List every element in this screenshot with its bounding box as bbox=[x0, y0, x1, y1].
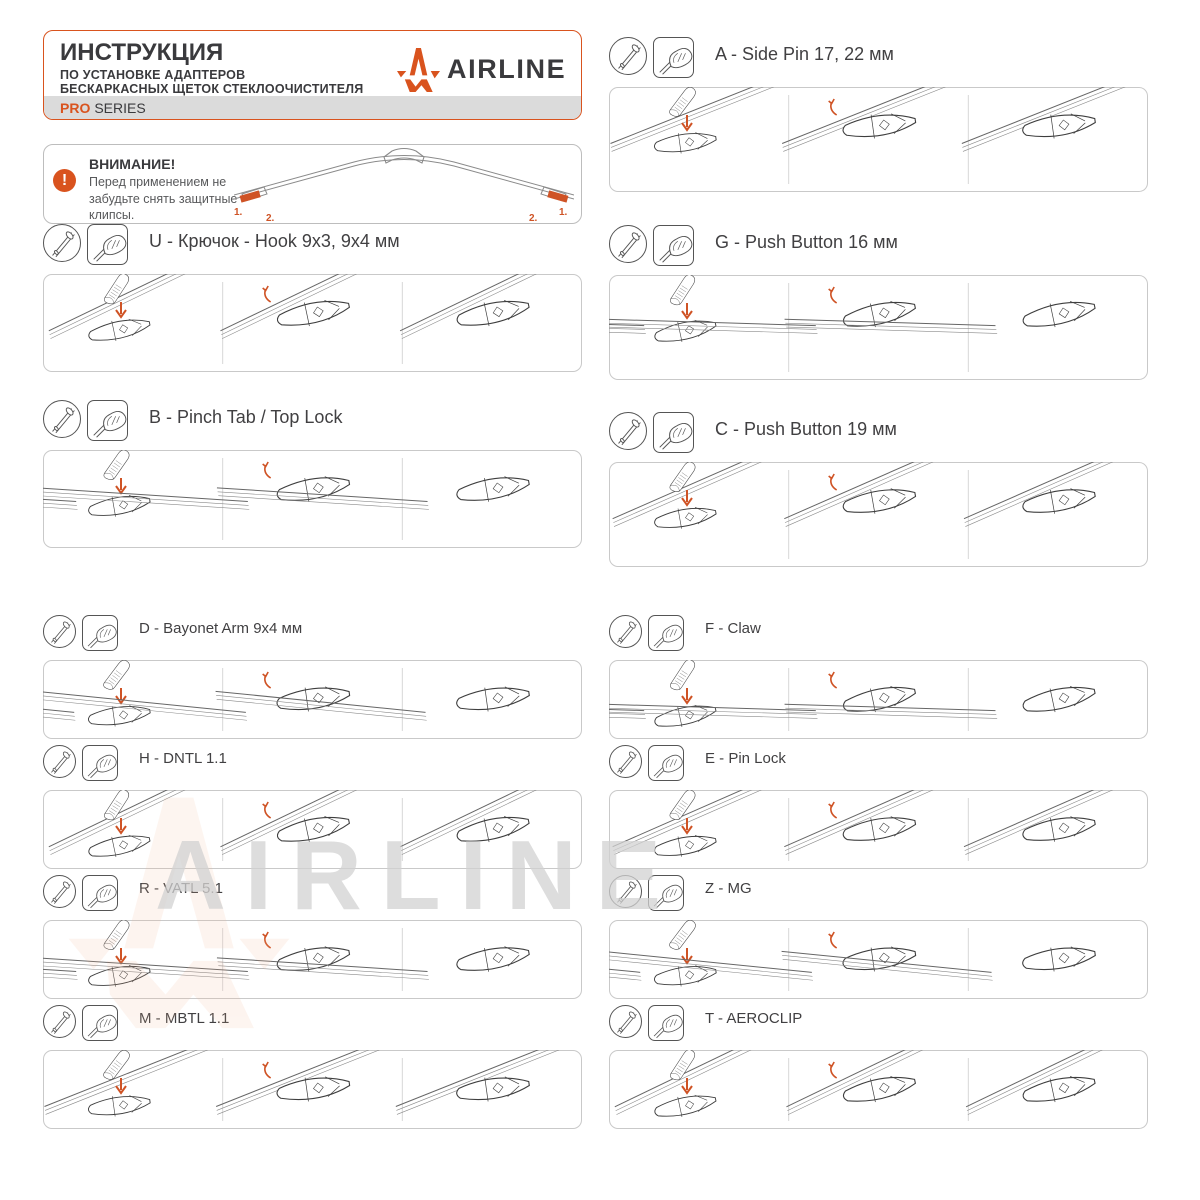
svg-text:2.: 2. bbox=[266, 213, 275, 223]
svg-text:2.: 2. bbox=[529, 213, 538, 223]
svg-text:AIRLINE: AIRLINE bbox=[155, 825, 680, 930]
svg-text:1.: 1. bbox=[559, 207, 568, 218]
svg-text:1.: 1. bbox=[234, 207, 243, 218]
